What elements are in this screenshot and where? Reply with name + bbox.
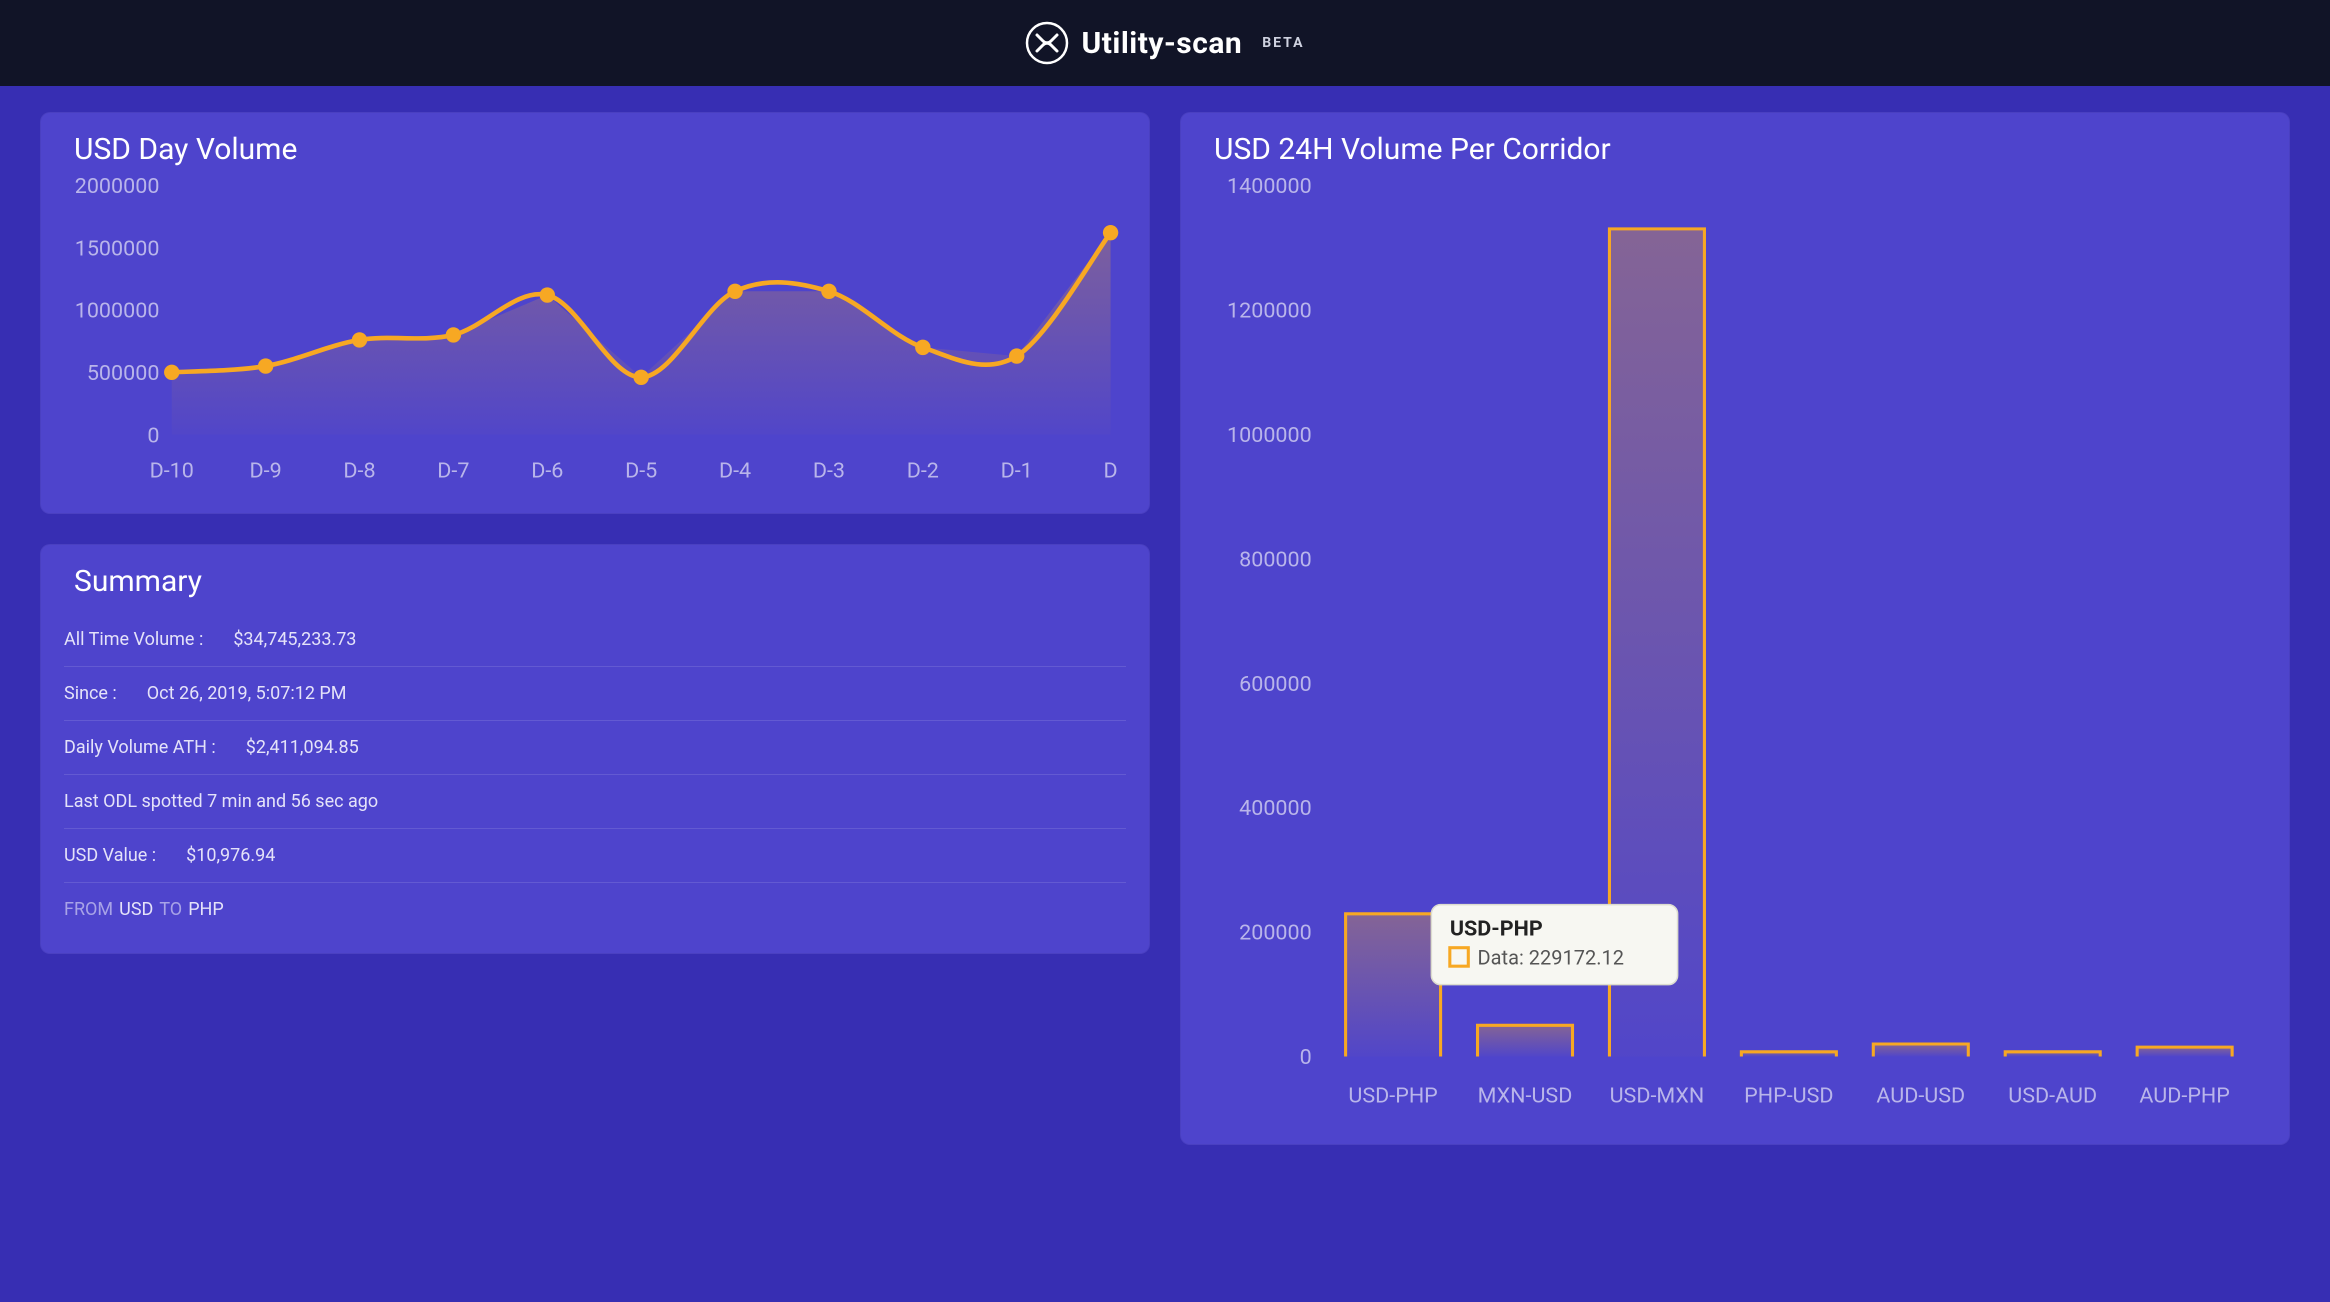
svg-text:AUD-USD: AUD-USD	[1876, 1084, 1965, 1109]
brand-title: Utility-scan	[1081, 26, 1242, 61]
svg-text:USD-AUD: USD-AUD	[2008, 1084, 2097, 1109]
to-currency: PHP	[188, 899, 224, 920]
summary-row-ath: Daily Volume ATH : $2,411,094.85	[64, 720, 1126, 774]
svg-text:2000000: 2000000	[75, 174, 160, 199]
to-label: TO	[159, 899, 182, 920]
logo-icon	[1025, 21, 1069, 65]
svg-text:D: D	[1104, 459, 1118, 484]
summary-text: Last ODL spotted 7 min and 56 sec ago	[64, 791, 378, 812]
svg-text:D-3: D-3	[813, 459, 845, 484]
svg-text:D-7: D-7	[437, 459, 469, 484]
svg-text:800000: 800000	[1239, 547, 1312, 572]
svg-text:AUD-PHP: AUD-PHP	[2139, 1084, 2229, 1109]
day-volume-title: USD Day Volume	[74, 132, 1126, 167]
summary-label: All Time Volume :	[64, 629, 203, 650]
summary-title: Summary	[74, 564, 1126, 599]
page-body: USD Day Volume 0 500000 1000000 1500000 2000…	[0, 86, 2330, 1171]
day-volume-panel: USD Day Volume 0 500000 1000000 1500000 2000…	[40, 112, 1150, 514]
summary-value: $2,411,094.85	[246, 737, 359, 758]
svg-text:PHP-USD: PHP-USD	[1744, 1084, 1833, 1109]
svg-text:1400000: 1400000	[1227, 174, 1312, 199]
corridor-chart: 0 200000 400000 600000 800000 1000000 1200000 1…	[1204, 173, 2266, 1127]
corridor-panel: USD 24H Volume Per Corridor 0 200000 40000…	[1180, 112, 2290, 1145]
svg-text:USD-MXN: USD-MXN	[1610, 1084, 1705, 1109]
summary-row-since: Since : Oct 26, 2019, 5:07:12 PM	[64, 666, 1126, 720]
svg-text:USD-PHP: USD-PHP	[1450, 916, 1543, 941]
day-volume-chart: 0 500000 1000000 1500000 2000000 D-10 D-9 D-8 D-…	[64, 173, 1126, 496]
svg-text:D-10: D-10	[150, 459, 194, 484]
svg-text:D-4: D-4	[719, 459, 751, 484]
svg-text:400000: 400000	[1239, 796, 1312, 821]
svg-text:D-6: D-6	[531, 459, 563, 484]
app-header: Utility-scan BETA	[0, 0, 2330, 86]
svg-text:D-5: D-5	[625, 459, 657, 484]
beta-badge: BETA	[1262, 35, 1304, 51]
summary-label: Since :	[64, 683, 117, 704]
svg-text:D-2: D-2	[907, 459, 939, 484]
summary-row-usd-value: USD Value : $10,976.94	[64, 828, 1126, 882]
svg-text:USD-PHP: USD-PHP	[1348, 1084, 1437, 1109]
summary-list: All Time Volume : $34,745,233.73 Since :…	[64, 613, 1126, 936]
chart-tooltip: USD-PHP Data: 229172.12	[1431, 905, 1677, 985]
summary-value: Oct 26, 2019, 5:07:12 PM	[147, 683, 347, 704]
summary-label: Daily Volume ATH :	[64, 737, 216, 758]
corridor-title: USD 24H Volume Per Corridor	[1214, 132, 2266, 167]
summary-row-last-odl: Last ODL spotted 7 min and 56 sec ago	[64, 774, 1126, 828]
svg-text:0: 0	[147, 423, 159, 448]
svg-text:1000000: 1000000	[75, 299, 160, 324]
summary-label: USD Value :	[64, 845, 156, 866]
summary-value: $10,976.94	[186, 845, 275, 866]
svg-text:1000000: 1000000	[1227, 423, 1312, 448]
svg-text:Data: 229172.12: Data: 229172.12	[1478, 946, 1624, 970]
svg-text:1500000: 1500000	[75, 236, 160, 261]
svg-text:MXN-USD: MXN-USD	[1478, 1084, 1573, 1109]
svg-text:D-9: D-9	[250, 459, 282, 484]
from-label: FROM	[64, 899, 113, 920]
svg-text:D-8: D-8	[343, 459, 375, 484]
summary-value: $34,745,233.73	[233, 629, 356, 650]
svg-text:1200000: 1200000	[1227, 298, 1312, 323]
summary-row-all-time: All Time Volume : $34,745,233.73	[64, 613, 1126, 666]
summary-row-from-to: FROM USD TO PHP	[64, 882, 1126, 936]
svg-text:0: 0	[1300, 1045, 1312, 1070]
svg-text:D-1: D-1	[1001, 459, 1033, 484]
svg-text:200000: 200000	[1239, 921, 1312, 946]
summary-panel: Summary All Time Volume : $34,745,233.73…	[40, 544, 1150, 954]
svg-text:500000: 500000	[87, 361, 160, 386]
from-currency: USD	[119, 899, 153, 920]
svg-text:600000: 600000	[1239, 672, 1312, 697]
